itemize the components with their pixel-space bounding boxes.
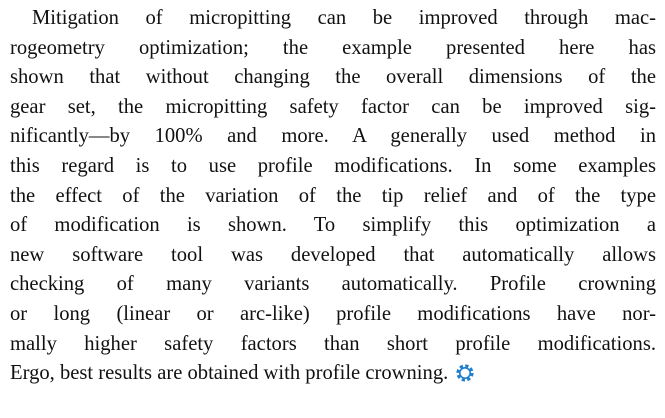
line-text: nificantly—by 100% and more. A generally… xyxy=(10,125,656,148)
text-line: Mitigation of micropitting can be improv… xyxy=(10,4,656,34)
line-text: checking of many variants automatically.… xyxy=(10,273,656,296)
text-line: gear set, the micropitting safety factor… xyxy=(10,93,656,123)
line-text: new software tool was developed that aut… xyxy=(10,243,656,266)
line-text: or long (linear or arc-like) profile mod… xyxy=(10,302,656,325)
text-line: this regard is to use profile modificati… xyxy=(10,152,656,182)
line-text: mally higher safety factors than short p… xyxy=(10,332,656,355)
text-line: mally higher safety factors than short p… xyxy=(10,330,656,360)
line-text: Ergo, best results are obtained with pro… xyxy=(10,362,449,385)
text-line: new software tool was developed that aut… xyxy=(10,241,656,271)
line-text: Mitigation of micropitting can be improv… xyxy=(32,7,656,29)
text-line: shown that without changing the overall … xyxy=(10,63,656,93)
text-line: or long (linear or arc-like) profile mod… xyxy=(10,300,656,330)
text-line: the effect of the variation of the tip r… xyxy=(10,182,656,212)
line-text: shown that without changing the overall … xyxy=(10,66,656,89)
text-line: nificantly—by 100% and more. A generally… xyxy=(10,122,656,152)
line-text: rogeometry optimization; the example pre… xyxy=(10,36,656,59)
line-text: of modification is shown. To simplify th… xyxy=(10,214,656,237)
text-line: checking of many variants automatically.… xyxy=(10,270,656,300)
text-line: Ergo, best results are obtained with pro… xyxy=(10,359,656,389)
line-text: gear set, the micropitting safety factor… xyxy=(10,95,656,118)
line-text: this regard is to use profile modificati… xyxy=(10,154,656,177)
text-line: of modification is shown. To simplify th… xyxy=(10,211,656,241)
end-mark-icon xyxy=(456,364,474,382)
line-text: the effect of the variation of the tip r… xyxy=(10,184,656,207)
text-line: rogeometry optimization; the example pre… xyxy=(10,34,656,64)
